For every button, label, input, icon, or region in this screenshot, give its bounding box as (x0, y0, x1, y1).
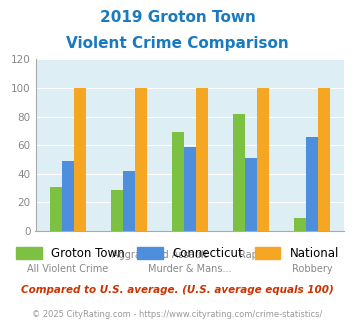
Text: Compared to U.S. average. (U.S. average equals 100): Compared to U.S. average. (U.S. average … (21, 285, 334, 295)
Text: Robbery: Robbery (292, 264, 332, 274)
Text: 2019 Groton Town: 2019 Groton Town (99, 10, 256, 25)
Legend: Groton Town, Connecticut, National: Groton Town, Connecticut, National (11, 242, 344, 265)
Bar (318, 88, 330, 231)
Text: Rape: Rape (239, 250, 263, 260)
Bar (123, 171, 135, 231)
Bar (245, 158, 257, 231)
Bar (74, 88, 86, 231)
Text: © 2025 CityRating.com - https://www.cityrating.com/crime-statistics/: © 2025 CityRating.com - https://www.city… (32, 310, 323, 319)
Bar (196, 88, 208, 231)
Bar (306, 137, 318, 231)
Bar (257, 88, 269, 231)
Text: Violent Crime Comparison: Violent Crime Comparison (66, 36, 289, 51)
Bar (50, 187, 62, 231)
Bar (171, 132, 184, 231)
Text: All Violent Crime: All Violent Crime (27, 264, 109, 274)
Bar (110, 189, 123, 231)
Text: Murder & Mans...: Murder & Mans... (148, 264, 232, 274)
Bar (184, 147, 196, 231)
Text: Aggravated Assault: Aggravated Assault (112, 250, 207, 260)
Bar (135, 88, 147, 231)
Bar (62, 161, 74, 231)
Bar (294, 218, 306, 231)
Bar (233, 114, 245, 231)
